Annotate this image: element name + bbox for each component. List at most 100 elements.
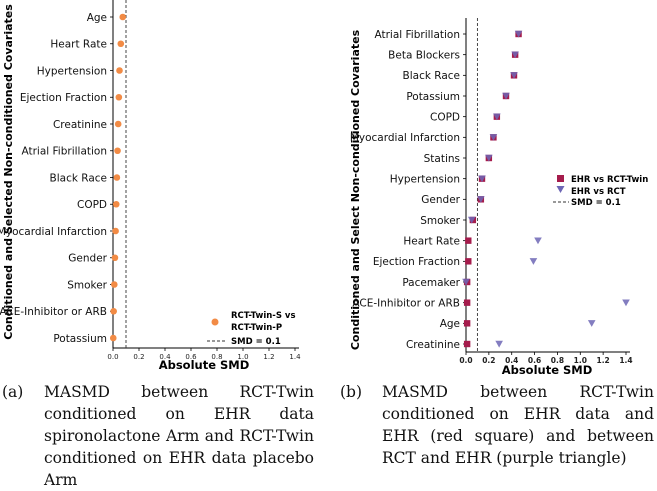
point-ehr-vs-rct-age bbox=[587, 320, 596, 327]
x-tick-label: 1.0 bbox=[574, 356, 587, 365]
caption-b: (b) MASMD between RCT-Twin conditioned o… bbox=[340, 381, 654, 469]
point-ehr-vs-rct-hypertension bbox=[478, 175, 486, 183]
y-tick-label-atrial-fibrillation: Atrial Fibrillation bbox=[21, 146, 107, 158]
point-ehr-vs-rct-ejection-fraction bbox=[529, 258, 538, 265]
point-rct-twin-s-vs-rct-twin-p-copd bbox=[112, 200, 120, 208]
x-tick-label: 0.2 bbox=[133, 353, 144, 361]
y-tick-label-myocardial-infarction: Myocardial Infarction bbox=[350, 132, 460, 144]
y-tick-label-gender: Gender bbox=[421, 194, 460, 206]
y-tick-label-copd: COPD bbox=[430, 111, 460, 123]
y-tick-label-hypertension: Hypertension bbox=[37, 65, 107, 77]
x-tick-label: 0.2 bbox=[482, 356, 495, 365]
x-tick-label: 0.8 bbox=[551, 356, 564, 365]
point-ehr-vs-rct-pacemaker bbox=[462, 278, 470, 286]
y-tick-label-copd: COPD bbox=[77, 199, 107, 211]
x-tick-label: 0.0 bbox=[459, 356, 472, 365]
caption-b-label: (b) bbox=[340, 383, 363, 401]
y-tick-label-age: Age bbox=[87, 12, 107, 24]
y-tick-label-age: Age bbox=[440, 318, 460, 330]
legend-label-rct-twin-s-vs-p-line2: RCT-Twin-P bbox=[231, 323, 282, 333]
legend-label-rct-twin-s-vs-p: RCT-Twin-S vs bbox=[231, 311, 296, 321]
point-ehr-vs-rct-twin-ace-inhibitor-or-arb bbox=[463, 299, 471, 306]
y-tick-label-hypertension: Hypertension bbox=[390, 173, 460, 185]
legend-marker-ehr-vs-rct bbox=[556, 186, 565, 193]
chart-a-y-axis-label: Conditioned and Selected Non-conditioned… bbox=[2, 4, 15, 340]
x-tick-label: 0.4 bbox=[505, 356, 518, 365]
point-rct-twin-s-vs-rct-twin-p-heart-rate bbox=[117, 40, 125, 48]
point-rct-twin-s-vs-rct-twin-p-myocardial-infarction bbox=[112, 227, 119, 235]
legend-label-ehr-vs-rct-twin: EHR vs RCT-Twin bbox=[571, 175, 648, 185]
point-rct-twin-s-vs-rct-twin-p-smoker bbox=[111, 281, 118, 288]
x-tick-label: 0.0 bbox=[107, 353, 118, 361]
y-tick-label-statins: Statins bbox=[424, 153, 460, 165]
legend-marker-rct-twin bbox=[211, 318, 219, 326]
legend-marker-ehr-vs-rct-twin bbox=[557, 175, 564, 182]
chart-b-y-axis-label: Conditioned and Select Non-conditioned C… bbox=[349, 29, 362, 350]
y-tick-label-heart-rate: Heart Rate bbox=[50, 39, 107, 51]
legend-label-ref-line: SMD = 0.1 bbox=[231, 337, 281, 347]
point-ehr-vs-rct-black-race bbox=[510, 72, 518, 79]
caption-a-label: (a) bbox=[2, 383, 24, 401]
x-tick-label: 0.8 bbox=[211, 353, 222, 361]
point-ehr-vs-rct-ace-inhibitor-or-arb bbox=[622, 299, 630, 307]
y-tick-label-ejection-fraction: Ejection Fraction bbox=[20, 92, 107, 104]
y-tick-label-smoker: Smoker bbox=[67, 279, 107, 291]
chart-b-x-axis-label: Absolute SMD bbox=[502, 363, 593, 377]
point-ehr-vs-rct-twin-age bbox=[463, 320, 471, 327]
point-ehr-vs-rct-statins bbox=[485, 154, 493, 162]
x-tick-label: 1.4 bbox=[289, 353, 301, 361]
point-rct-twin-s-vs-rct-twin-p-hypertension bbox=[116, 67, 123, 74]
caption-a-text: MASMD between RCT-Twin conditioned on EH… bbox=[44, 383, 314, 489]
point-rct-twin-s-vs-rct-twin-p-gender bbox=[111, 254, 119, 262]
y-tick-label-gender: Gender bbox=[68, 253, 107, 265]
y-tick-label-heart-rate: Heart Rate bbox=[403, 235, 460, 247]
x-tick-label: 1.2 bbox=[263, 353, 274, 361]
y-tick-label-pacemaker: Pacemaker bbox=[402, 277, 460, 289]
y-tick-label-ejection-fraction: Ejection Fraction bbox=[373, 256, 460, 268]
y-tick-label-ace-inhibitor-or-arb: ACE-Inhibitor or ARB bbox=[0, 306, 107, 318]
point-ehr-vs-rct-twin-creatinine bbox=[463, 340, 471, 348]
y-tick-label-potassium: Potassium bbox=[406, 91, 460, 103]
x-tick-label: 1.4 bbox=[619, 356, 632, 365]
caption-a: (a) MASMD between RCT-Twin conditioned o… bbox=[2, 381, 314, 491]
y-tick-label-creatinine: Creatinine bbox=[406, 339, 460, 351]
x-tick-label: 1.2 bbox=[596, 356, 609, 365]
point-ehr-vs-rct-twin-ejection-fraction bbox=[465, 258, 472, 265]
y-tick-label-atrial-fibrillation: Atrial Fibrillation bbox=[374, 29, 460, 41]
point-ehr-vs-rct-gender bbox=[477, 196, 485, 203]
legend-label-ehr-vs-rct: EHR vs RCT bbox=[571, 187, 626, 197]
chart-a-x-axis-label: Absolute SMD bbox=[159, 358, 250, 372]
legend-label-ref-line: SMD = 0.1 bbox=[571, 198, 621, 208]
point-ehr-vs-rct-smoker bbox=[467, 216, 476, 224]
point-ehr-vs-rct-creatinine bbox=[495, 340, 503, 348]
point-ehr-vs-rct-myocardial-infarction bbox=[489, 134, 498, 141]
point-ehr-vs-rct-potassium bbox=[502, 92, 510, 100]
chart-b: Conditioned and Select Non-conditioned C… bbox=[349, 18, 648, 377]
x-tick-label: 1.0 bbox=[237, 353, 248, 361]
point-ehr-vs-rct-beta-blockers bbox=[511, 51, 519, 59]
point-rct-twin-s-vs-rct-twin-p-black-race bbox=[113, 174, 121, 181]
y-tick-label-myocardial-infarction: Myocardial Infarction bbox=[0, 226, 107, 238]
y-tick-label-black-race: Black Race bbox=[403, 70, 460, 82]
point-ehr-vs-rct-copd bbox=[493, 113, 501, 121]
point-rct-twin-s-vs-rct-twin-p-ejection-fraction bbox=[115, 93, 123, 101]
y-tick-label-ace-inhibitor-or-arb: ACE-Inhibitor or ARB bbox=[352, 297, 460, 309]
point-rct-twin-s-vs-rct-twin-p-age bbox=[119, 13, 127, 21]
point-ehr-vs-rct-atrial-fibrillation bbox=[514, 30, 523, 38]
x-tick-label: 0.4 bbox=[159, 353, 171, 361]
x-tick-label: 0.6 bbox=[528, 356, 541, 365]
x-tick-label: 0.6 bbox=[185, 353, 197, 361]
chart-a: Conditioned and Selected Non-conditioned… bbox=[0, 0, 301, 372]
point-rct-twin-s-vs-rct-twin-p-potassium bbox=[109, 334, 117, 342]
point-rct-twin-s-vs-rct-twin-p-creatinine bbox=[114, 120, 122, 128]
y-tick-label-beta-blockers: Beta Blockers bbox=[388, 49, 460, 61]
point-rct-twin-s-vs-rct-twin-p-ace-inhibitor-or-arb bbox=[110, 307, 117, 315]
point-rct-twin-s-vs-rct-twin-p-atrial-fibrillation bbox=[114, 147, 121, 155]
chart-a-legend: RCT-Twin-S vs RCT-Twin-P SMD = 0.1 bbox=[207, 311, 296, 347]
y-tick-label-black-race: Black Race bbox=[50, 172, 107, 184]
point-ehr-vs-rct-heart-rate bbox=[534, 237, 542, 245]
caption-b-text: MASMD between RCT-Twin conditioned on EH… bbox=[382, 383, 654, 467]
y-tick-label-creatinine: Creatinine bbox=[53, 119, 107, 131]
y-tick-label-smoker: Smoker bbox=[420, 215, 460, 227]
y-tick-label-potassium: Potassium bbox=[53, 333, 107, 345]
